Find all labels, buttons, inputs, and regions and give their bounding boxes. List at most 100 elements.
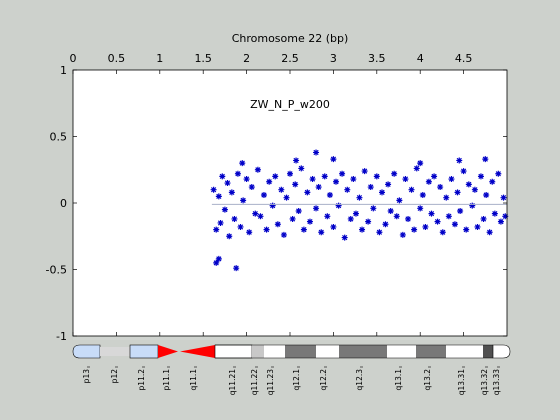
point	[367, 184, 374, 191]
point	[393, 213, 400, 220]
y-tick-label: 0.5	[50, 131, 68, 144]
point	[451, 221, 458, 228]
point	[228, 189, 235, 196]
band-label: q13.32	[480, 369, 489, 395]
point	[318, 229, 325, 236]
centromere	[158, 345, 178, 358]
point	[226, 233, 233, 240]
point	[373, 173, 380, 180]
point	[382, 221, 389, 228]
point	[292, 181, 299, 188]
band	[492, 344, 511, 359]
centromere	[180, 345, 215, 358]
point	[213, 226, 220, 233]
point	[243, 176, 250, 183]
point	[434, 218, 441, 225]
point	[213, 259, 220, 266]
point	[402, 176, 409, 183]
ideogram	[72, 336, 511, 359]
annotation: ZW_N_P_w200	[250, 98, 330, 111]
point	[304, 189, 311, 196]
point	[463, 226, 470, 233]
point	[477, 173, 484, 180]
point	[313, 149, 320, 156]
band	[264, 345, 285, 358]
band	[387, 345, 416, 358]
band-label: q13.31	[457, 369, 466, 395]
point	[405, 215, 412, 222]
point	[289, 215, 296, 222]
band	[252, 345, 264, 358]
band	[483, 345, 493, 358]
point	[300, 226, 307, 233]
point	[437, 184, 444, 191]
band-label: q12.3	[355, 369, 364, 391]
point	[287, 170, 293, 177]
point	[491, 210, 498, 217]
point	[339, 170, 346, 177]
point	[309, 176, 316, 183]
x-tick-label: 2	[243, 52, 250, 65]
point	[408, 186, 415, 193]
point	[399, 231, 406, 238]
x-tick-label: 1	[156, 52, 163, 65]
point	[428, 210, 435, 217]
band	[416, 345, 446, 358]
points	[210, 149, 509, 272]
point	[370, 205, 377, 212]
x-tick-label: 0	[70, 52, 77, 65]
point	[257, 213, 264, 220]
point	[254, 166, 261, 173]
y-tick-label: 0	[60, 197, 67, 210]
point	[326, 192, 333, 199]
point	[379, 189, 386, 196]
point	[347, 215, 354, 222]
point	[465, 181, 472, 188]
point	[483, 192, 490, 199]
point	[456, 157, 463, 164]
point	[411, 226, 418, 233]
point	[413, 165, 420, 172]
y-tick-label: -0.5	[46, 264, 67, 277]
point	[240, 197, 247, 204]
point	[344, 186, 351, 193]
point	[233, 265, 240, 272]
point	[425, 178, 432, 185]
point	[263, 226, 270, 233]
point	[387, 207, 394, 214]
point	[486, 229, 493, 236]
point	[448, 176, 455, 183]
point	[221, 206, 228, 213]
point	[283, 194, 290, 201]
point	[443, 194, 450, 201]
x-tick-label: 3	[330, 52, 337, 65]
chart-title: Chromosome 22 (bp)	[232, 32, 349, 45]
point	[419, 192, 426, 199]
point	[237, 223, 244, 230]
point	[396, 197, 403, 204]
band-label: q12.1	[292, 369, 301, 391]
point	[471, 186, 478, 193]
x-tick-label: 4.5	[455, 52, 473, 65]
band	[446, 345, 483, 358]
plot-area	[73, 70, 507, 336]
point	[439, 229, 446, 236]
band-label: q13.2	[423, 369, 432, 391]
point	[495, 170, 502, 177]
point	[333, 178, 340, 185]
point	[474, 223, 481, 230]
plot-frame	[72, 69, 508, 337]
point	[324, 213, 331, 220]
band	[72, 344, 101, 359]
point	[469, 202, 476, 209]
band-label: q11.22	[250, 369, 259, 395]
band-label: p11.1	[162, 369, 171, 391]
band-label: q12.2	[319, 369, 328, 391]
band	[316, 345, 339, 358]
band	[100, 347, 130, 356]
point	[280, 231, 287, 238]
point	[224, 180, 231, 187]
point	[239, 160, 246, 167]
point	[278, 186, 285, 193]
